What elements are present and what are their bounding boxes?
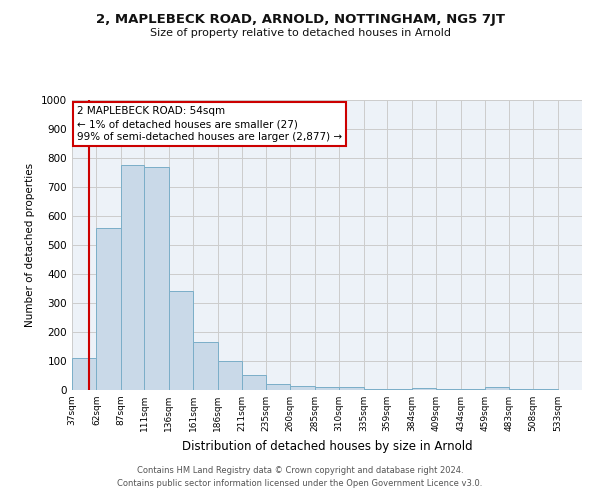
Bar [485, 387, 509, 390]
Bar [364, 388, 387, 390]
Bar [461, 389, 485, 390]
Bar [145, 166, 169, 390]
Bar [218, 361, 242, 390]
Bar [169, 292, 193, 390]
Text: Contains HM Land Registry data © Crown copyright and database right 2024.
Contai: Contains HM Land Registry data © Crown c… [118, 466, 482, 487]
Bar [266, 384, 290, 390]
Bar [290, 386, 315, 390]
Bar [412, 388, 436, 390]
Text: 2, MAPLEBECK ROAD, ARNOLD, NOTTINGHAM, NG5 7JT: 2, MAPLEBECK ROAD, ARNOLD, NOTTINGHAM, N… [95, 12, 505, 26]
Bar [387, 389, 412, 390]
Text: 2 MAPLEBECK ROAD: 54sqm
← 1% of detached houses are smaller (27)
99% of semi-det: 2 MAPLEBECK ROAD: 54sqm ← 1% of detached… [77, 106, 342, 142]
Bar [193, 342, 218, 390]
Bar [509, 389, 533, 390]
Text: Size of property relative to detached houses in Arnold: Size of property relative to detached ho… [149, 28, 451, 38]
Bar [97, 228, 121, 390]
Bar [533, 389, 557, 390]
Bar [339, 388, 364, 390]
Y-axis label: Number of detached properties: Number of detached properties [25, 163, 35, 327]
Bar [72, 358, 97, 390]
Bar [242, 375, 266, 390]
Bar [315, 387, 339, 390]
Bar [436, 389, 461, 390]
Bar [121, 166, 145, 390]
X-axis label: Distribution of detached houses by size in Arnold: Distribution of detached houses by size … [182, 440, 472, 452]
